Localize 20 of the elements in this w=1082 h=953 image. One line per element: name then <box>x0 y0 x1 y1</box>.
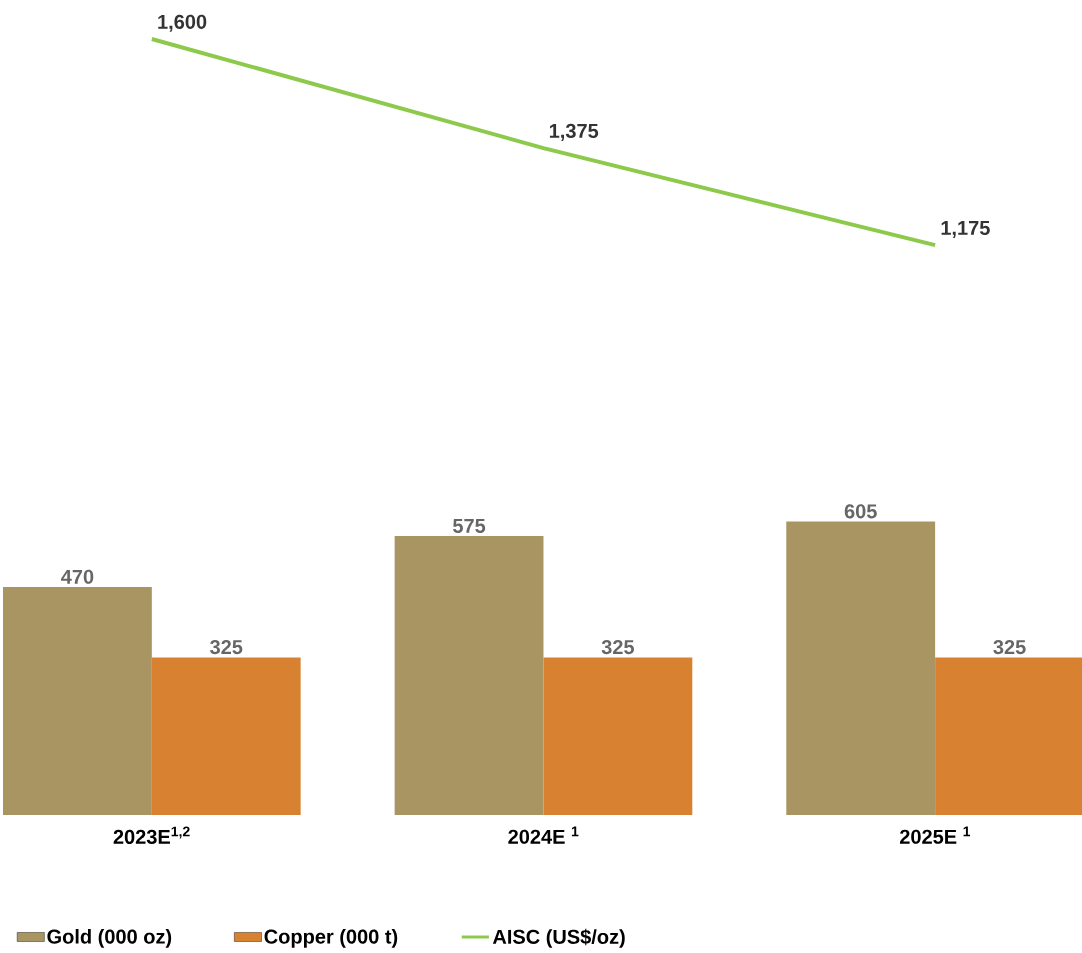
bar <box>394 536 544 815</box>
data-label: 325 <box>210 639 243 655</box>
x-tick-label: 2024E $^{1}$ <box>508 826 579 844</box>
data-label: 575 <box>452 518 486 533</box>
bar <box>543 657 693 815</box>
bar <box>151 657 301 815</box>
data-label: 325 <box>993 639 1026 655</box>
x-tick-label: 2025E $^{1}$ <box>899 826 971 844</box>
legend-label: Gold (000 oz) <box>47 929 172 948</box>
legend-label: Copper (000 t) <box>264 929 398 948</box>
data-label: 325 <box>601 639 635 655</box>
data-label: 470 <box>61 569 94 584</box>
bar <box>786 521 936 815</box>
data-label: 1,175 <box>941 221 990 238</box>
legend-label: AISC (US$/oz) <box>492 928 625 948</box>
bar <box>3 587 152 815</box>
x-tick-label: 2023E$^{1,2}$ <box>113 826 190 845</box>
data-label: 605 <box>844 504 877 519</box>
data-label: 1,375 <box>549 123 599 141</box>
data-label: 1,600 <box>158 14 207 32</box>
